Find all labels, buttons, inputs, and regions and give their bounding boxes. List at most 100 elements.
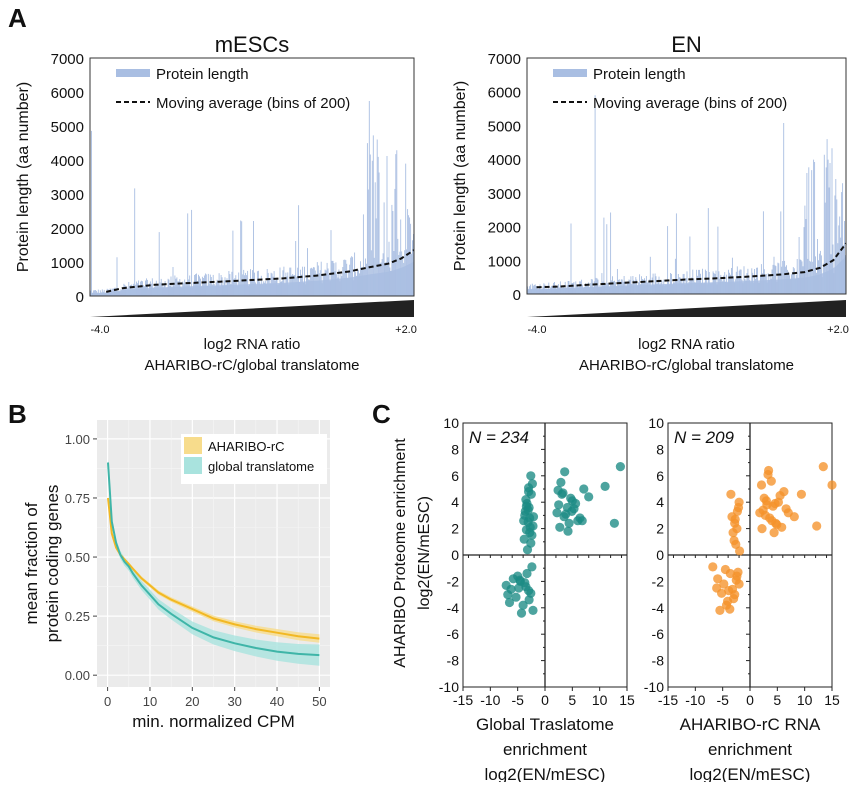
panel-letter-b: B: [8, 399, 27, 429]
moving-average-line: [105, 249, 415, 293]
data-point: [789, 512, 799, 522]
y-tick-label: 6: [451, 468, 459, 484]
legend-label: Moving average (bins of 200): [593, 95, 787, 112]
x-tick-label: 10: [143, 694, 157, 709]
data-point: [757, 524, 767, 534]
x-tick-label: 0: [541, 692, 549, 708]
y-tick-label: 2000: [51, 221, 84, 238]
x-tick-label: 15: [619, 692, 635, 708]
range-label-max: +2.0: [395, 324, 417, 336]
plot-frame: [526, 57, 847, 295]
data-point: [732, 524, 742, 534]
x-axis-label: log2(EN/mESC): [690, 765, 811, 782]
data-point: [726, 489, 736, 499]
data-point: [708, 562, 718, 572]
x-tick-label: 10: [797, 692, 813, 708]
data-point: [771, 518, 781, 528]
data-point: [762, 500, 772, 510]
data-point: [501, 580, 511, 591]
y-tick-label: 3000: [51, 187, 84, 204]
x-tick-label: 0: [746, 692, 754, 708]
y-tick-label: 0.00: [65, 668, 90, 683]
range-label-max: +2.0: [827, 324, 849, 336]
y-tick-label: 0.75: [65, 491, 90, 506]
data-point: [609, 518, 620, 528]
data-point: [555, 522, 565, 532]
data-point: [615, 462, 626, 472]
data-point: [556, 477, 566, 487]
series-line: [107, 462, 320, 657]
y-tick-label: 7000: [51, 51, 84, 68]
y-tick-label: 2: [656, 521, 664, 537]
data-point: [523, 517, 533, 527]
data-point: [521, 582, 531, 592]
x-axis-label: log2(EN/mESC): [485, 765, 606, 782]
range-label-min: -4.0: [528, 324, 547, 336]
y-tick-label: 2000: [488, 220, 521, 237]
y-tick-label: 7000: [488, 51, 521, 68]
y-tick-label: 0: [513, 287, 521, 304]
x-axis-label: enrichment: [503, 740, 587, 759]
data-point: [730, 514, 740, 525]
data-point: [527, 479, 538, 489]
x-axis-label: log2 RNA ratio: [638, 336, 735, 353]
x-tick-label: -15: [658, 692, 678, 708]
y-tick-label: 6000: [51, 85, 84, 102]
y-tick-label: 8: [656, 441, 664, 457]
range-label-min: -4.0: [91, 324, 110, 336]
legend-swatch-protein: [116, 69, 150, 77]
data-point: [524, 595, 534, 605]
panel-letter-c: C: [372, 399, 391, 429]
data-point: [518, 600, 528, 610]
data-point: [773, 497, 784, 507]
x-tick-label: 0: [104, 694, 111, 709]
panel-a-chart-1: mESCs 0 1000 2000 3000 4000 5000 6000 7000 Protei…: [15, 32, 417, 374]
data-point: [511, 592, 521, 602]
panel-b-chart: 0 10 20 30 40 50 0.00 0.25 0.50 0.75 1.00 AHARIBO-r…: [22, 420, 330, 731]
data-point: [552, 508, 562, 518]
data-point: [522, 545, 533, 555]
y-tick-label: -6: [447, 626, 460, 642]
y-axis-label: protein coding genes: [43, 485, 62, 643]
chart-title: EN: [671, 32, 702, 57]
y-tick-label: -10: [644, 679, 664, 695]
x-axis-label-2: AHARIBO-rC/global translatome: [144, 357, 359, 374]
x-tick-label: -5: [511, 692, 524, 708]
x-tick-label: -10: [480, 692, 500, 708]
x-tick-label: 5: [568, 692, 576, 708]
y-axis-label: mean fraction of: [22, 502, 41, 624]
y-tick-label: 6000: [488, 85, 521, 102]
data-point: [712, 583, 722, 593]
legend-swatch: [184, 437, 202, 454]
data-point: [528, 605, 538, 616]
data-point: [522, 568, 532, 579]
data-point: [516, 608, 527, 618]
data-point: [713, 574, 723, 584]
y-tick-label: 10: [443, 415, 459, 431]
data-point: [721, 600, 732, 610]
y-tick-label: 3000: [488, 186, 521, 203]
data-point: [729, 535, 739, 546]
legend-label: global translatome: [208, 459, 314, 474]
x-tick-label: 15: [824, 692, 840, 708]
legend-box: [181, 434, 327, 484]
x-axis-label: AHARIBO-rC RNA: [680, 715, 821, 734]
y-tick-label: 0: [656, 547, 664, 563]
data-point: [525, 528, 535, 538]
data-point: [579, 484, 589, 494]
data-point: [519, 534, 529, 544]
data-point: [720, 564, 731, 575]
y-tick-label: -4: [652, 600, 665, 616]
y-axis-label: Protein length (aa number): [452, 81, 469, 271]
data-point: [559, 512, 569, 522]
panel-letter-a: A: [8, 3, 27, 33]
data-point: [554, 500, 564, 510]
y-tick-label: 0.25: [65, 609, 90, 624]
y-tick-label: 8: [451, 441, 459, 457]
y-tick-label: 4: [656, 494, 664, 510]
data-point: [756, 480, 767, 490]
legend-label: AHARIBO-rC: [208, 439, 285, 454]
y-tick-label: 0: [451, 547, 459, 563]
